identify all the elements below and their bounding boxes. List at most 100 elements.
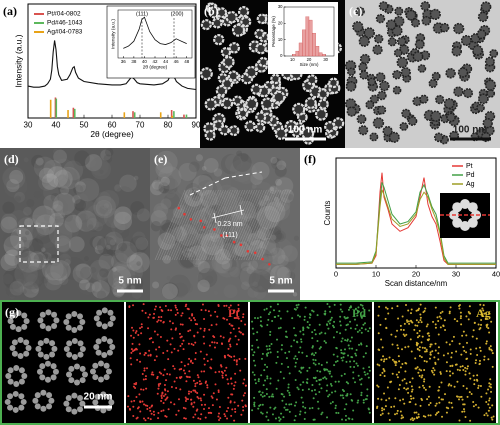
texture bbox=[257, 262, 272, 277]
particle-lobe bbox=[106, 338, 113, 345]
eds-dot bbox=[354, 381, 357, 384]
eds-dot bbox=[274, 406, 277, 409]
eds-dot bbox=[389, 381, 392, 384]
eds-dot bbox=[485, 340, 488, 343]
eds-dot bbox=[192, 343, 195, 346]
eds-dot bbox=[167, 408, 170, 411]
eds-dot bbox=[320, 387, 323, 390]
eds-dot bbox=[312, 358, 315, 361]
texture bbox=[17, 272, 40, 295]
eds-dot bbox=[423, 386, 426, 389]
texture bbox=[1, 167, 22, 188]
eds-dot bbox=[300, 338, 303, 341]
eds-dot bbox=[233, 384, 236, 387]
eds-dot bbox=[409, 312, 412, 315]
eds-dot bbox=[335, 330, 338, 333]
eds-dot bbox=[401, 315, 404, 318]
eds-dot bbox=[427, 339, 430, 342]
eds-dot bbox=[441, 310, 444, 313]
texture bbox=[43, 184, 59, 201]
x-tick-label: 46 bbox=[174, 59, 180, 64]
particle-lobe bbox=[25, 345, 32, 352]
x-tick-label: 10 bbox=[290, 57, 295, 62]
surface-dot bbox=[189, 217, 193, 221]
eds-dot bbox=[153, 413, 156, 416]
eds-dot bbox=[486, 414, 489, 417]
eds-dot bbox=[183, 417, 186, 420]
eds-dot bbox=[341, 388, 344, 391]
eds-dot bbox=[488, 385, 491, 388]
eds-dot bbox=[376, 384, 379, 387]
eds-dot bbox=[334, 407, 337, 410]
eds-dot bbox=[305, 381, 308, 384]
eds-dot bbox=[387, 312, 390, 315]
lattice-fringe bbox=[257, 189, 289, 261]
y-axis-label: Intensity (a.u.) bbox=[110, 19, 116, 49]
eds-dot bbox=[142, 303, 145, 306]
eds-dot bbox=[162, 351, 165, 354]
eds-dot bbox=[463, 403, 466, 406]
spacing-marker bbox=[239, 204, 243, 216]
eds-dot bbox=[196, 323, 199, 326]
eds-dot bbox=[223, 304, 226, 307]
eds-dot bbox=[404, 370, 407, 373]
eds-dot bbox=[157, 316, 160, 319]
particle-lobe bbox=[77, 394, 84, 401]
texture bbox=[229, 266, 241, 278]
eds-dot bbox=[423, 378, 426, 381]
eds-dot bbox=[268, 395, 271, 398]
texture bbox=[259, 237, 277, 254]
eds-dot bbox=[251, 409, 254, 412]
lattice-fringe bbox=[241, 189, 272, 261]
eds-dot bbox=[278, 310, 281, 313]
particle bbox=[477, 11, 489, 23]
eds-dot bbox=[409, 400, 412, 403]
eds-dot bbox=[260, 357, 263, 360]
x-axis-label: 2θ (degree) bbox=[90, 129, 134, 139]
texture bbox=[240, 153, 249, 162]
eds-dot bbox=[409, 319, 412, 322]
eds-dot bbox=[410, 308, 413, 311]
texture bbox=[100, 270, 124, 293]
eds-dot bbox=[349, 393, 352, 396]
texture bbox=[16, 241, 35, 259]
texture bbox=[213, 196, 229, 211]
texture bbox=[89, 259, 111, 281]
lattice-fringe bbox=[164, 189, 195, 261]
eds-dot bbox=[218, 412, 221, 415]
eds-dot bbox=[437, 389, 440, 392]
particle bbox=[412, 51, 424, 62]
eds-dot bbox=[314, 333, 317, 336]
particle bbox=[372, 44, 383, 55]
texture bbox=[154, 181, 165, 192]
eds-dot bbox=[197, 397, 200, 400]
particle bbox=[410, 18, 421, 28]
lattice-fringe bbox=[193, 189, 224, 261]
eds-dot bbox=[464, 366, 467, 369]
eds-dot bbox=[421, 335, 424, 338]
particle bbox=[460, 35, 472, 47]
eds-dot bbox=[192, 379, 195, 382]
eds-dot bbox=[404, 346, 407, 349]
eds-dot bbox=[405, 382, 408, 385]
eds-dot bbox=[377, 332, 380, 335]
eds-dot bbox=[185, 303, 188, 306]
eds-dot bbox=[271, 413, 274, 416]
eds-dot bbox=[342, 396, 345, 399]
eds-dot bbox=[164, 389, 167, 392]
eds-dot bbox=[423, 380, 426, 383]
texture bbox=[121, 241, 131, 251]
x-axis-label: 2θ (degree) bbox=[143, 65, 168, 71]
particle bbox=[393, 15, 405, 27]
peak-annotation: (111) bbox=[136, 11, 148, 17]
surface-dot bbox=[232, 240, 236, 244]
eds-dot bbox=[420, 341, 423, 344]
eds-dot bbox=[146, 404, 149, 407]
particle-lobe bbox=[37, 317, 44, 324]
eds-dot bbox=[156, 375, 159, 378]
eds-dot bbox=[420, 356, 423, 359]
eds-dot bbox=[308, 407, 311, 410]
texture bbox=[45, 196, 69, 220]
eds-dot bbox=[135, 347, 138, 350]
eds-dot bbox=[437, 346, 440, 349]
